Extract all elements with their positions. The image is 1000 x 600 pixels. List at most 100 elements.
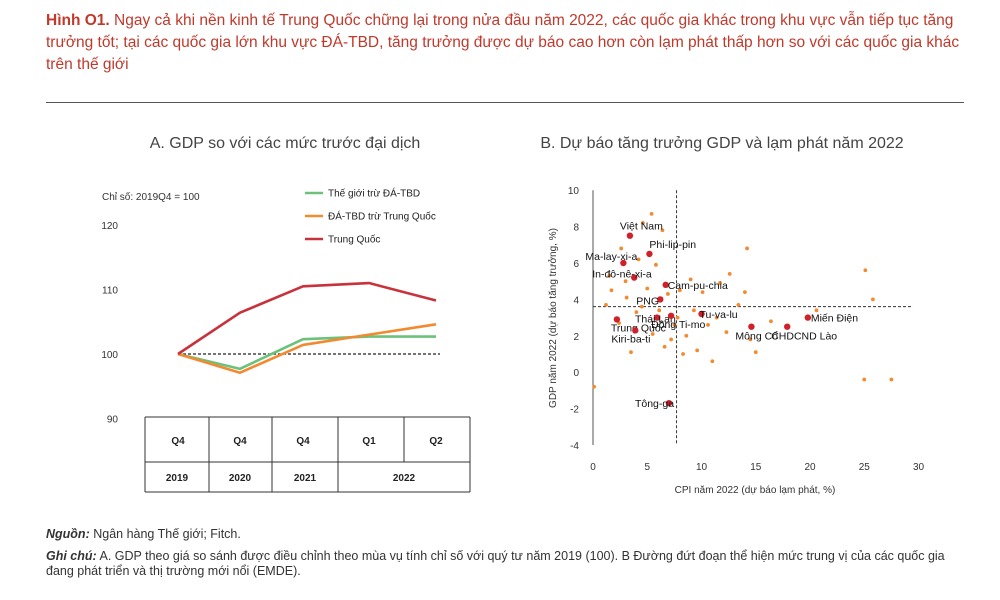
chart-b-ytick-2: 0 xyxy=(573,368,579,379)
chart-b-point-label-2: Ma-lay-xi-a xyxy=(585,251,637,263)
chart-b-point-38 xyxy=(743,290,747,295)
chart-b-ytick-0: -4 xyxy=(570,441,579,452)
chart-a-series-0-line xyxy=(177,335,436,371)
chart-b-labeled-point-5 xyxy=(657,296,664,303)
chart-b-point-6 xyxy=(623,279,628,284)
chart-b-point-label-0: Việt Nam xyxy=(620,221,663,233)
chart-a-index-note: Chỉ số: 2019Q4 = 100 xyxy=(102,191,200,203)
chart-b-labeled-point-14 xyxy=(665,399,673,407)
chart-b-point-2 xyxy=(607,273,612,278)
chart-b-point-42 xyxy=(769,319,773,324)
chart-b-point-13 xyxy=(645,286,650,291)
chart-b-labeled-point-3 xyxy=(631,274,638,281)
chart-b-ytick-7: 10 xyxy=(568,186,580,197)
chart-a-year-1: 2020 xyxy=(229,473,252,484)
chart-a-category-0: Q4 xyxy=(171,436,185,447)
chart-b-labeled-point-0 xyxy=(626,232,634,239)
chart-b-point-20 xyxy=(665,292,670,296)
chart-b-ylabel: GDP năm 2022 (dự báo tăng trưởng, %) xyxy=(547,228,559,408)
chart-a-ytick-1: 100 xyxy=(101,350,118,361)
chart-b-point-21 xyxy=(669,337,674,342)
chart-b-point-label-9: Tu-va-lu xyxy=(700,309,738,321)
chart-b-xtick-3: 15 xyxy=(750,462,762,473)
chart-a-category-4: Q2 xyxy=(429,436,443,447)
chart-b-ytick-4: 4 xyxy=(573,295,579,306)
chart-b-point-label-5: PNG xyxy=(636,295,659,307)
chart-b-point-label-11: Mông Cổ xyxy=(735,331,778,343)
chart-b-point-27 xyxy=(688,277,693,282)
chart-b-labeled-point-6 xyxy=(653,314,661,321)
chart-b-point-15 xyxy=(650,332,655,336)
chart-b-labeled-point-13 xyxy=(804,314,812,321)
chart-b-labeled-point-10 xyxy=(632,327,639,334)
chart-b-title: B. Dự báo tăng trưởng GDP và lạm phát nă… xyxy=(540,135,903,152)
chart-b-point-8 xyxy=(629,350,633,355)
chart-b-point-41 xyxy=(753,350,758,355)
chart-b-point-label-6: Thái Lan xyxy=(635,314,676,326)
chart-b-point-label-13: Miến Điện xyxy=(811,313,858,325)
chart-b-point-28 xyxy=(692,308,696,313)
chart-a-category-3: Q1 xyxy=(362,436,376,447)
chart-b-point-30 xyxy=(700,290,705,295)
chart-b-point-36 xyxy=(727,272,732,276)
chart-b-point-7 xyxy=(624,295,629,300)
chart-b-point-16 xyxy=(654,262,658,267)
chart-b-labeled-point-9 xyxy=(698,310,705,318)
chart-b-point-18 xyxy=(660,228,665,233)
chart-b-point-31 xyxy=(706,322,710,327)
chart-b-point-26 xyxy=(684,333,689,338)
chart-b-point-34 xyxy=(718,281,722,285)
chart-b-point-37 xyxy=(736,302,741,307)
chart-b-xlabel: CPI năm 2022 (dự báo lạm phát, %) xyxy=(675,485,836,496)
chart-b-labeled-point-7 xyxy=(613,316,621,323)
chart-b-point-24 xyxy=(677,288,682,293)
chart-b-point-19 xyxy=(662,344,667,349)
chart-b-point-label-8: Đông Ti-mo xyxy=(651,319,705,331)
note-text: A. GDP theo giá so sánh được điều chỉnh … xyxy=(46,549,945,578)
chart-b-xtick-6: 30 xyxy=(913,462,925,473)
chart-b-point-label-12: CHDCND Lào xyxy=(771,331,837,343)
chart-a-series-2-line xyxy=(177,281,437,356)
chart-a-legend-label-0: Thế giới trừ ĐÁ-TBD xyxy=(328,187,420,200)
figure-title-text: Ngay cả khi nền kinh tế Trung Quốc chững… xyxy=(46,12,960,73)
chart-b-point-10 xyxy=(636,257,641,262)
chart-b-ytick-5: 6 xyxy=(573,259,579,270)
chart-a-ytick-2: 110 xyxy=(102,286,118,297)
note-line: Ghi chú: A. GDP theo giá so sánh được đi… xyxy=(46,549,966,579)
chart-b-labeled-point-11 xyxy=(748,323,755,330)
chart-b-point-44 xyxy=(863,268,868,273)
source-label: Nguồn: xyxy=(46,527,90,541)
chart-b-xtick-2: 10 xyxy=(696,462,708,473)
chart-b-point-45 xyxy=(871,297,875,302)
chart-a-year-2: 2021 xyxy=(294,473,317,484)
chart-a-title: A. GDP so với các mức trước đại dịch xyxy=(150,135,421,152)
chart-b-point-22 xyxy=(672,322,677,327)
figure-label: Hình O1. xyxy=(46,12,110,29)
chart-a-year-3: 2022 xyxy=(393,473,416,484)
chart-a-legend-label-2: Trung Quốc xyxy=(328,234,380,246)
chart-b-point-47 xyxy=(889,377,894,382)
chart-b-point-46 xyxy=(862,377,867,382)
chart-a-year-0: 2019 xyxy=(166,473,189,484)
chart-b-point-17 xyxy=(657,308,662,313)
chart-b-labeled-point-2 xyxy=(620,259,627,267)
chart-b-point-11 xyxy=(639,304,644,309)
chart-a-series-1-line xyxy=(177,323,437,375)
chart-b-point-label-14: Tông-ga xyxy=(635,398,674,410)
chart-a-ytick-0: 90 xyxy=(107,415,119,426)
chart-b-point-25 xyxy=(681,352,685,356)
chart-b-point-43 xyxy=(814,308,819,313)
chart-b-point-label-4: Cam-pu-chia xyxy=(668,280,728,292)
title-divider xyxy=(46,102,964,103)
chart-b-point-label-7: Trung Quốc xyxy=(611,322,666,334)
source-text: Ngân hàng Thế giới; Fitch. xyxy=(93,527,241,541)
chart-b-labeled-point-8 xyxy=(667,312,675,319)
chart-b-point-label-3: In-đô-nê-xi-a xyxy=(592,269,652,281)
chart-a-ytick-3: 120 xyxy=(101,221,118,232)
chart-b-point-3 xyxy=(609,288,614,293)
chart-b-xtick-4: 20 xyxy=(804,462,816,473)
chart-a-category-2: Q4 xyxy=(296,436,310,447)
chart-a-legend-label-1: ĐÁ-TBD trừ Trung Quốc xyxy=(328,210,436,223)
chart-b-xtick-0: 0 xyxy=(590,462,596,473)
chart-b-point-14 xyxy=(649,211,654,216)
